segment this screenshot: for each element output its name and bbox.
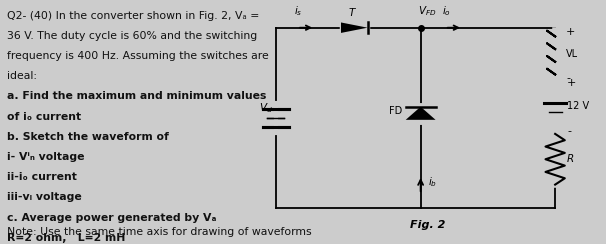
Text: $i_o$: $i_o$ [442, 4, 451, 18]
Text: Note: Use the same time axis for drawing of waveforms: Note: Use the same time axis for drawing… [7, 227, 312, 237]
Text: i- Vⁱₙ voltage: i- Vⁱₙ voltage [7, 152, 85, 162]
Text: 12 V: 12 V [567, 101, 590, 111]
Text: of iₒ current: of iₒ current [7, 112, 82, 122]
Text: iii-vₗ voltage: iii-vₗ voltage [7, 193, 82, 203]
Text: c. Average power generated by Vₐ: c. Average power generated by Vₐ [7, 213, 217, 223]
Text: R: R [567, 154, 574, 164]
Text: a. Find the maximum and minimum values: a. Find the maximum and minimum values [7, 92, 267, 102]
Text: +: + [567, 78, 576, 88]
Text: T: T [348, 8, 355, 18]
Text: $V_d$: $V_d$ [259, 102, 273, 115]
Text: $i_b$: $i_b$ [428, 176, 437, 189]
Text: +: + [566, 27, 575, 37]
Text: $i_s$: $i_s$ [294, 4, 302, 18]
Text: ideal:: ideal: [7, 71, 38, 81]
Text: VL: VL [566, 49, 578, 59]
Text: R=2 ohm,   L=2 mH: R=2 ohm, L=2 mH [7, 233, 126, 243]
Polygon shape [341, 22, 368, 33]
Text: FD: FD [389, 106, 402, 116]
Text: Q2- (40) In the converter shown in Fig. 2, Vₐ =: Q2- (40) In the converter shown in Fig. … [7, 10, 260, 20]
Text: b. Sketch the waveform of: b. Sketch the waveform of [7, 132, 169, 142]
Text: ii-iₒ current: ii-iₒ current [7, 172, 78, 182]
Polygon shape [405, 107, 436, 120]
Text: $V_{FD}$: $V_{FD}$ [418, 4, 436, 18]
Text: -: - [567, 126, 571, 136]
Text: Fig. 2: Fig. 2 [410, 220, 445, 230]
Text: frequency is 400 Hz. Assuming the switches are: frequency is 400 Hz. Assuming the switch… [7, 51, 269, 61]
Text: -: - [566, 73, 570, 83]
Text: 36 V. The duty cycle is 60% and the switching: 36 V. The duty cycle is 60% and the swit… [7, 31, 258, 41]
